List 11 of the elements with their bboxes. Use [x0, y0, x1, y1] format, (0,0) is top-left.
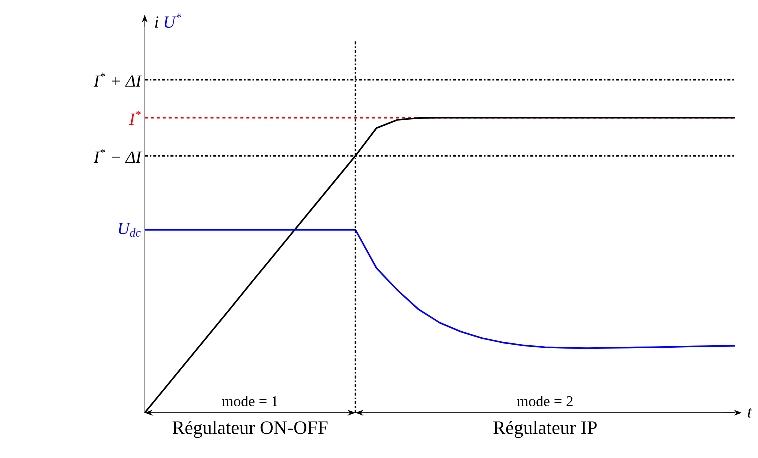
- legend-label: i: [155, 16, 159, 28]
- annotation: mode = 1: [222, 396, 278, 407]
- text: U$_{dc}$: [119, 223, 141, 237]
- x-axis-title: t: [748, 408, 752, 418]
- ref-line-label: I$^{*}$ + ΔI: [94, 72, 142, 87]
- ref-line-label: I$^{*}$ − ΔI: [94, 149, 142, 164]
- text: Régulateur IP: [494, 420, 597, 438]
- text: U$^{*}$: [164, 14, 182, 28]
- annotation: mode = 2: [517, 396, 573, 407]
- ref-line-label: I$^{*}$: [129, 110, 141, 125]
- text: Régulateur ON-OFF: [172, 420, 328, 438]
